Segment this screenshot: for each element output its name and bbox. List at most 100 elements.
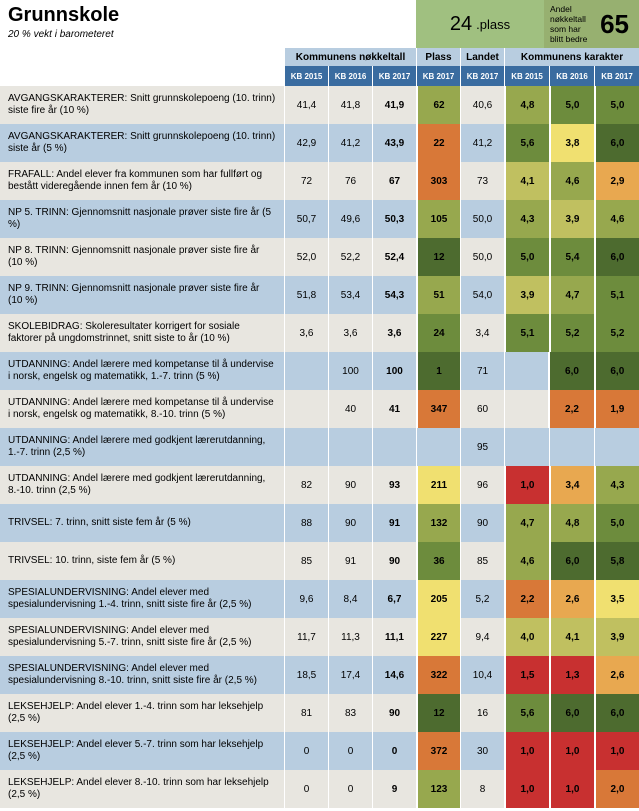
data-cell: 2,2 <box>548 390 593 428</box>
data-cell: 90 <box>372 694 416 732</box>
row-label: LEKSEHJELP: Andel elever 5.-7. trinn som… <box>0 732 284 770</box>
group-header-nokkeltall: Kommunens nøkkeltall <box>284 48 416 66</box>
data-cell: 52,0 <box>284 238 328 276</box>
data-cell: 51,8 <box>284 276 328 314</box>
data-cell: 81 <box>284 694 328 732</box>
table-row: SPESIALUNDERVISNING: Andel elever med sp… <box>0 580 639 618</box>
data-cell: 1,0 <box>504 466 549 504</box>
column-header: KB 2017 <box>416 66 460 86</box>
data-cell: 100 <box>372 352 416 390</box>
data-cell: 2,0 <box>594 770 639 808</box>
data-cell: 50,0 <box>460 200 504 238</box>
data-cell: 8 <box>460 770 504 808</box>
data-cell: 49,6 <box>328 200 372 238</box>
data-cell: 11,7 <box>284 618 328 656</box>
row-label: AVGANGSKARAKTERER: Snitt grunnskolepoeng… <box>0 124 284 162</box>
row-label: TRIVSEL: 7. trinn, snitt siste fem år (5… <box>0 504 284 542</box>
data-cell: 4,0 <box>504 618 549 656</box>
data-cell: 347 <box>416 390 460 428</box>
data-cell: 96 <box>460 466 504 504</box>
data-cell: 3,9 <box>504 276 549 314</box>
data-cell: 51 <box>416 276 460 314</box>
row-label: SPESIALUNDERVISNING: Andel elever med sp… <box>0 656 284 694</box>
data-cell: 17,4 <box>328 656 372 694</box>
row-label: UTDANNING: Andel lærere med godkjent lær… <box>0 428 284 466</box>
data-cell: 43,9 <box>372 124 416 162</box>
data-cell: 4,1 <box>549 618 594 656</box>
column-header: KB 2017 <box>594 66 639 86</box>
data-cell: 11,1 <box>372 618 416 656</box>
data-cell: 322 <box>416 656 460 694</box>
data-cell: 227 <box>416 618 460 656</box>
data-cell: 4,1 <box>504 162 549 200</box>
table-row: TRIVSEL: 10. trinn, siste fem år (5 %)85… <box>0 542 639 580</box>
table-row: LEKSEHJELP: Andel elever 1.-4. trinn som… <box>0 694 639 732</box>
data-cell: 6,0 <box>594 694 639 732</box>
data-cell: 91 <box>328 542 372 580</box>
data-cell: 85 <box>284 542 328 580</box>
table-row: UTDANNING: Andel lærere med godkjent lær… <box>0 428 639 466</box>
data-cell: 72 <box>284 162 328 200</box>
data-cell: 105 <box>416 200 460 238</box>
column-header-row: KB 2015KB 2016KB 2017KB 2017KB 2017KB 20… <box>0 66 639 86</box>
data-cell: 6,7 <box>372 580 416 618</box>
data-cell: 90 <box>372 542 416 580</box>
data-cell: 14,6 <box>372 656 416 694</box>
data-cell <box>594 428 639 466</box>
data-cell: 3,6 <box>284 314 328 352</box>
data-cell: 18,5 <box>284 656 328 694</box>
table-row: AVGANGSKARAKTERER: Snitt grunnskolepoeng… <box>0 124 639 162</box>
data-cell: 4,6 <box>549 162 594 200</box>
column-header: KB 2017 <box>460 66 504 86</box>
data-cell: 41 <box>372 390 416 428</box>
data-cell: 6,0 <box>594 352 639 390</box>
data-cell: 36 <box>416 542 460 580</box>
group-header-plass: Plass <box>416 48 460 66</box>
data-cell: 90 <box>460 504 504 542</box>
data-cell: 95 <box>460 428 504 466</box>
data-cell: 211 <box>416 466 460 504</box>
page-subtitle: 20 % vekt i barometeret <box>8 29 276 40</box>
data-cell: 12 <box>416 238 460 276</box>
data-cell: 3,8 <box>549 124 594 162</box>
data-cell: 1,0 <box>594 732 639 770</box>
data-cell: 8,4 <box>328 580 372 618</box>
data-cell: 16 <box>460 694 504 732</box>
data-cell: 5,0 <box>594 504 639 542</box>
data-cell: 67 <box>372 162 416 200</box>
data-cell: 41,9 <box>372 86 416 124</box>
data-cell: 85 <box>460 542 504 580</box>
data-cell: 30 <box>460 732 504 770</box>
data-cell <box>284 352 328 390</box>
data-cell: 83 <box>328 694 372 732</box>
row-label: SKOLEBIDRAG: Skoleresultater korrigert f… <box>0 314 284 352</box>
data-cell: 41,8 <box>328 86 372 124</box>
data-cell: 303 <box>416 162 460 200</box>
data-cell: 5,2 <box>460 580 504 618</box>
data-cell: 3,6 <box>372 314 416 352</box>
bedre-number: 65 <box>596 9 633 40</box>
data-cell: 2,6 <box>549 580 594 618</box>
data-cell: 9,4 <box>460 618 504 656</box>
data-cell: 41,2 <box>328 124 372 162</box>
data-cell: 54,3 <box>372 276 416 314</box>
data-cell: 4,3 <box>594 466 639 504</box>
row-label: NP 9. TRINN: Gjennomsnitt nasjonale prøv… <box>0 276 284 314</box>
data-cell: 3,9 <box>549 200 594 238</box>
data-cell: 41,4 <box>284 86 328 124</box>
data-cell: 91 <box>372 504 416 542</box>
data-cell: 88 <box>284 504 328 542</box>
data-cell <box>328 428 372 466</box>
row-label: UTDANNING: Andel lærere med kompetanse t… <box>0 352 284 390</box>
data-cell: 205 <box>416 580 460 618</box>
table-row: SPESIALUNDERVISNING: Andel elever med sp… <box>0 618 639 656</box>
data-cell: 90 <box>328 466 372 504</box>
data-cell: 50,0 <box>460 238 504 276</box>
data-cell <box>504 352 548 390</box>
data-cell: 5,4 <box>549 238 594 276</box>
data-cell <box>284 390 328 428</box>
data-cell: 42,9 <box>284 124 328 162</box>
data-cell: 22 <box>416 124 460 162</box>
data-cell: 50,3 <box>372 200 416 238</box>
table-row: UTDANNING: Andel lærere med kompetanse t… <box>0 352 639 390</box>
